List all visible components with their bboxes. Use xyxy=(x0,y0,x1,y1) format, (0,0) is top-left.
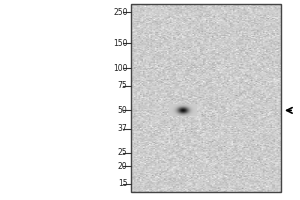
Text: kDa: kDa xyxy=(112,0,128,1)
Text: 20: 20 xyxy=(118,162,128,171)
Text: 75: 75 xyxy=(118,81,128,90)
Text: 25: 25 xyxy=(118,148,128,157)
Bar xyxy=(130,4,280,192)
Text: 250: 250 xyxy=(113,8,127,17)
Text: 37: 37 xyxy=(118,124,128,133)
Text: 150: 150 xyxy=(113,39,127,48)
Text: 50: 50 xyxy=(118,106,128,115)
Text: 15: 15 xyxy=(118,180,128,188)
Text: 100: 100 xyxy=(113,64,127,73)
